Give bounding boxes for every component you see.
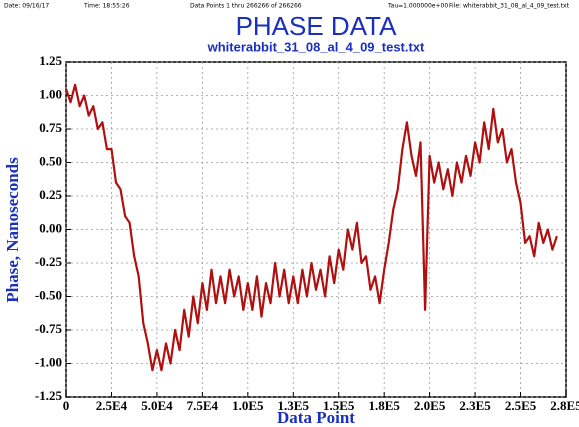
y-tick-label: 1.25 [39, 53, 62, 68]
y-tick-label: -1.00 [35, 354, 62, 369]
y-tick-label: 0.75 [39, 120, 62, 135]
x-tick-label: 5.0E4 [141, 398, 173, 413]
header-file: File: whiterabbit_31_08_al_4_09_test.txt [449, 3, 570, 10]
x-tick-label: 7.5E4 [187, 398, 219, 413]
x-tick-label: 2.5E5 [505, 398, 537, 413]
x-tick-label: 2.3E5 [459, 398, 491, 413]
y-tick-label: 0.00 [39, 220, 62, 235]
x-tick-label: 1.8E5 [368, 398, 400, 413]
data-line [64, 83, 558, 372]
header-date: Date: 09/16/17 [4, 3, 49, 10]
x-tick-label: 1.5E5 [323, 398, 355, 413]
x-tick-label: 1.3E5 [278, 398, 310, 413]
y-tick-label: 0.25 [39, 187, 62, 202]
header-points: Data Points 1 thru 266266 of 266266 [190, 3, 302, 10]
chart-subtitle: whiterabbit_31_08_al_4_09_test.txt [207, 39, 425, 54]
y-tick-label: -0.25 [35, 254, 63, 269]
y-tick-label: -1.25 [35, 388, 63, 403]
y-tick-label: 0.50 [39, 153, 62, 168]
chart-title: PHASE DATA [236, 11, 398, 41]
x-tick-label: 2.0E5 [414, 398, 446, 413]
x-tick-label: 0 [63, 398, 70, 413]
y-tick-label: -0.50 [35, 287, 62, 302]
x-axis-label: Data Point [277, 408, 355, 427]
x-tick-label: 2.8E5 [550, 398, 579, 413]
x-tick-label: 1.0E5 [232, 398, 264, 413]
y-tick-label: -0.75 [35, 321, 63, 336]
x-tick-label: 2.5E4 [96, 398, 128, 413]
header-tau: Tau=1.000000e+00 [387, 3, 448, 10]
y-axis-label: Phase, Nanoseconds [3, 157, 22, 303]
header-time: Time: 18:55:26 [83, 3, 130, 10]
y-tick-label: 1.00 [39, 86, 62, 101]
